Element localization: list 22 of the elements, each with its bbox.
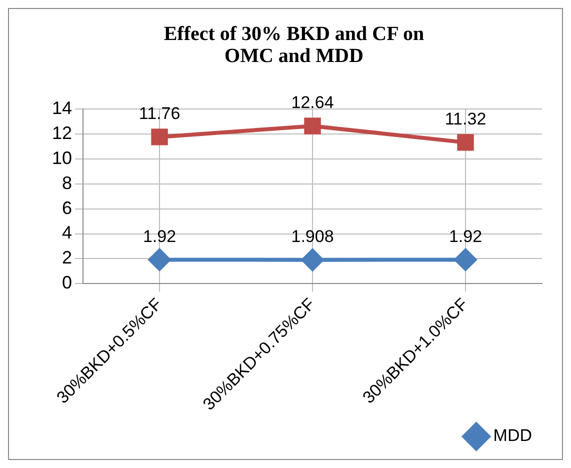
- data-label: 11.32: [444, 110, 486, 129]
- y-tick-label: 2: [62, 248, 72, 268]
- y-tick-label: 4: [62, 222, 72, 243]
- point: [302, 248, 324, 271]
- point: [304, 118, 321, 134]
- y-tick-label: 10: [52, 148, 72, 168]
- data-label: 12.64: [291, 93, 334, 112]
- chart-title: Effect of 30% BKD and CF on OMC and MDD: [162, 23, 426, 67]
- y-tick-label: 0: [62, 272, 72, 293]
- data-label: 1.92: [448, 226, 482, 246]
- point: [457, 134, 474, 151]
- y-tick-label: 6: [62, 198, 72, 218]
- data-label: 11.76: [138, 104, 180, 124]
- point: [454, 248, 477, 271]
- point: [148, 248, 171, 271]
- point: [151, 128, 168, 146]
- y-tick-label: 14: [52, 98, 72, 118]
- y-tick-label: 8: [62, 172, 72, 193]
- data-label: 1.92: [142, 226, 176, 246]
- data-label: 1.908: [291, 227, 334, 246]
- y-tick-label: 12: [52, 122, 72, 143]
- legend-label: MDD: [493, 426, 532, 446]
